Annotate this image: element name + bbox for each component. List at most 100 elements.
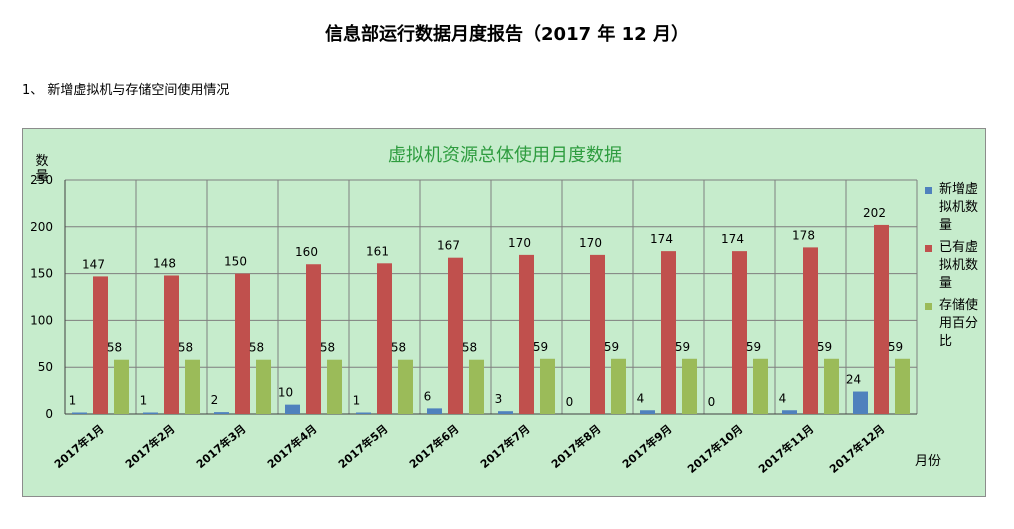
x-tick-label: 2017年11月 — [755, 422, 816, 476]
y-tick-label: 100 — [30, 313, 53, 327]
x-tick-label: 2017年12月 — [826, 422, 887, 476]
bar — [519, 254, 534, 414]
data-label: 2 — [211, 393, 219, 407]
data-label: 148 — [153, 256, 176, 270]
data-label: 59 — [675, 340, 690, 354]
y-tick-label: 0 — [45, 407, 53, 421]
data-label: 170 — [508, 236, 531, 250]
data-label: 59 — [888, 340, 903, 354]
legend-label: 存储使用百分比 — [939, 298, 979, 349]
data-label: 10 — [278, 386, 293, 400]
legend-item: 已有虚拟机数量 — [923, 239, 983, 293]
bar — [611, 358, 626, 414]
x-tick-label: 2017年5月 — [335, 422, 390, 471]
chart-legend: 新增虚拟机数量 已有虚拟机数量 存储使用百分比 — [923, 181, 983, 355]
legend-label: 已有虚拟机数量 — [939, 240, 979, 291]
legend-swatch — [925, 245, 932, 252]
legend-label: 新增虚拟机数量 — [939, 182, 979, 233]
y-tick-label: 50 — [38, 360, 53, 374]
data-label: 4 — [637, 391, 645, 405]
bar — [377, 263, 392, 414]
data-label: 24 — [846, 373, 861, 387]
bar — [285, 404, 300, 414]
bar — [803, 247, 818, 414]
y-tick-label: 250 — [30, 173, 53, 187]
bar — [661, 251, 676, 414]
y-tick-label: 150 — [30, 267, 53, 281]
legend-swatch — [925, 303, 932, 310]
bar — [185, 359, 200, 414]
data-label: 161 — [366, 244, 389, 258]
bar — [682, 358, 697, 414]
x-tick-label: 2017年1月 — [51, 422, 106, 471]
x-tick-label: 2017年4月 — [264, 422, 319, 471]
x-tick-label: 2017年10月 — [684, 422, 745, 476]
bar — [782, 410, 797, 414]
bar — [540, 358, 555, 414]
legend-item: 存储使用百分比 — [923, 297, 983, 351]
y-axis-title: 数量 — [35, 154, 48, 184]
x-tick-label: 2017年9月 — [619, 422, 674, 471]
data-label: 202 — [863, 206, 886, 220]
data-label: 58 — [320, 341, 335, 355]
data-label: 178 — [792, 228, 815, 242]
bar — [427, 408, 442, 414]
data-label: 170 — [579, 236, 602, 250]
bar — [164, 275, 179, 414]
x-tick-label: 2017年8月 — [548, 422, 603, 471]
bar — [498, 411, 513, 414]
bar — [640, 410, 655, 414]
data-label: 58 — [249, 341, 264, 355]
bar — [235, 273, 250, 414]
x-tick-label: 2017年3月 — [193, 422, 248, 471]
data-label: 58 — [391, 341, 406, 355]
bar — [874, 224, 889, 414]
data-label: 160 — [295, 245, 318, 259]
bar — [753, 358, 768, 414]
bar — [327, 359, 342, 414]
report-title: 信息部运行数据月度报告（2017 年 12 月） — [325, 24, 689, 45]
data-label: 6 — [424, 389, 432, 403]
data-label: 167 — [437, 239, 460, 253]
data-label: 0 — [708, 395, 716, 409]
data-label: 0 — [566, 395, 574, 409]
data-label: 58 — [178, 341, 193, 355]
legend-item: 新增虚拟机数量 — [923, 181, 983, 235]
data-label: 59 — [533, 340, 548, 354]
y-tick-label: 200 — [30, 220, 53, 234]
legend-swatch — [925, 187, 932, 194]
section-heading: 1、 新增虚拟机与存储空间使用情况 — [22, 83, 230, 98]
data-label: 58 — [107, 341, 122, 355]
data-label: 174 — [650, 232, 673, 246]
data-label: 59 — [746, 340, 761, 354]
bar — [448, 257, 463, 414]
bar — [93, 276, 108, 414]
bar — [469, 359, 484, 414]
data-label: 4 — [779, 391, 787, 405]
bar — [398, 359, 413, 414]
data-label: 147 — [82, 257, 105, 271]
bar — [732, 251, 747, 414]
data-label: 59 — [604, 340, 619, 354]
bar — [824, 358, 839, 414]
bar — [143, 412, 158, 414]
bar — [256, 359, 271, 414]
data-label: 1 — [140, 394, 148, 408]
bar — [214, 412, 229, 414]
data-label: 3 — [495, 392, 503, 406]
data-label: 1 — [353, 394, 361, 408]
bar — [72, 412, 87, 414]
chart-title: 虚拟机资源总体使用月度数据 — [388, 145, 622, 166]
data-label: 58 — [462, 341, 477, 355]
bar — [590, 254, 605, 414]
x-tick-label: 2017年2月 — [122, 422, 177, 471]
data-label: 174 — [721, 232, 744, 246]
bar — [114, 359, 129, 414]
x-tick-label: 2017年6月 — [406, 422, 461, 471]
bar — [895, 358, 910, 414]
bar — [306, 264, 321, 414]
x-axis-title: 月份 — [915, 454, 941, 469]
data-label: 1 — [69, 394, 77, 408]
bar — [853, 391, 868, 414]
data-label: 59 — [817, 340, 832, 354]
